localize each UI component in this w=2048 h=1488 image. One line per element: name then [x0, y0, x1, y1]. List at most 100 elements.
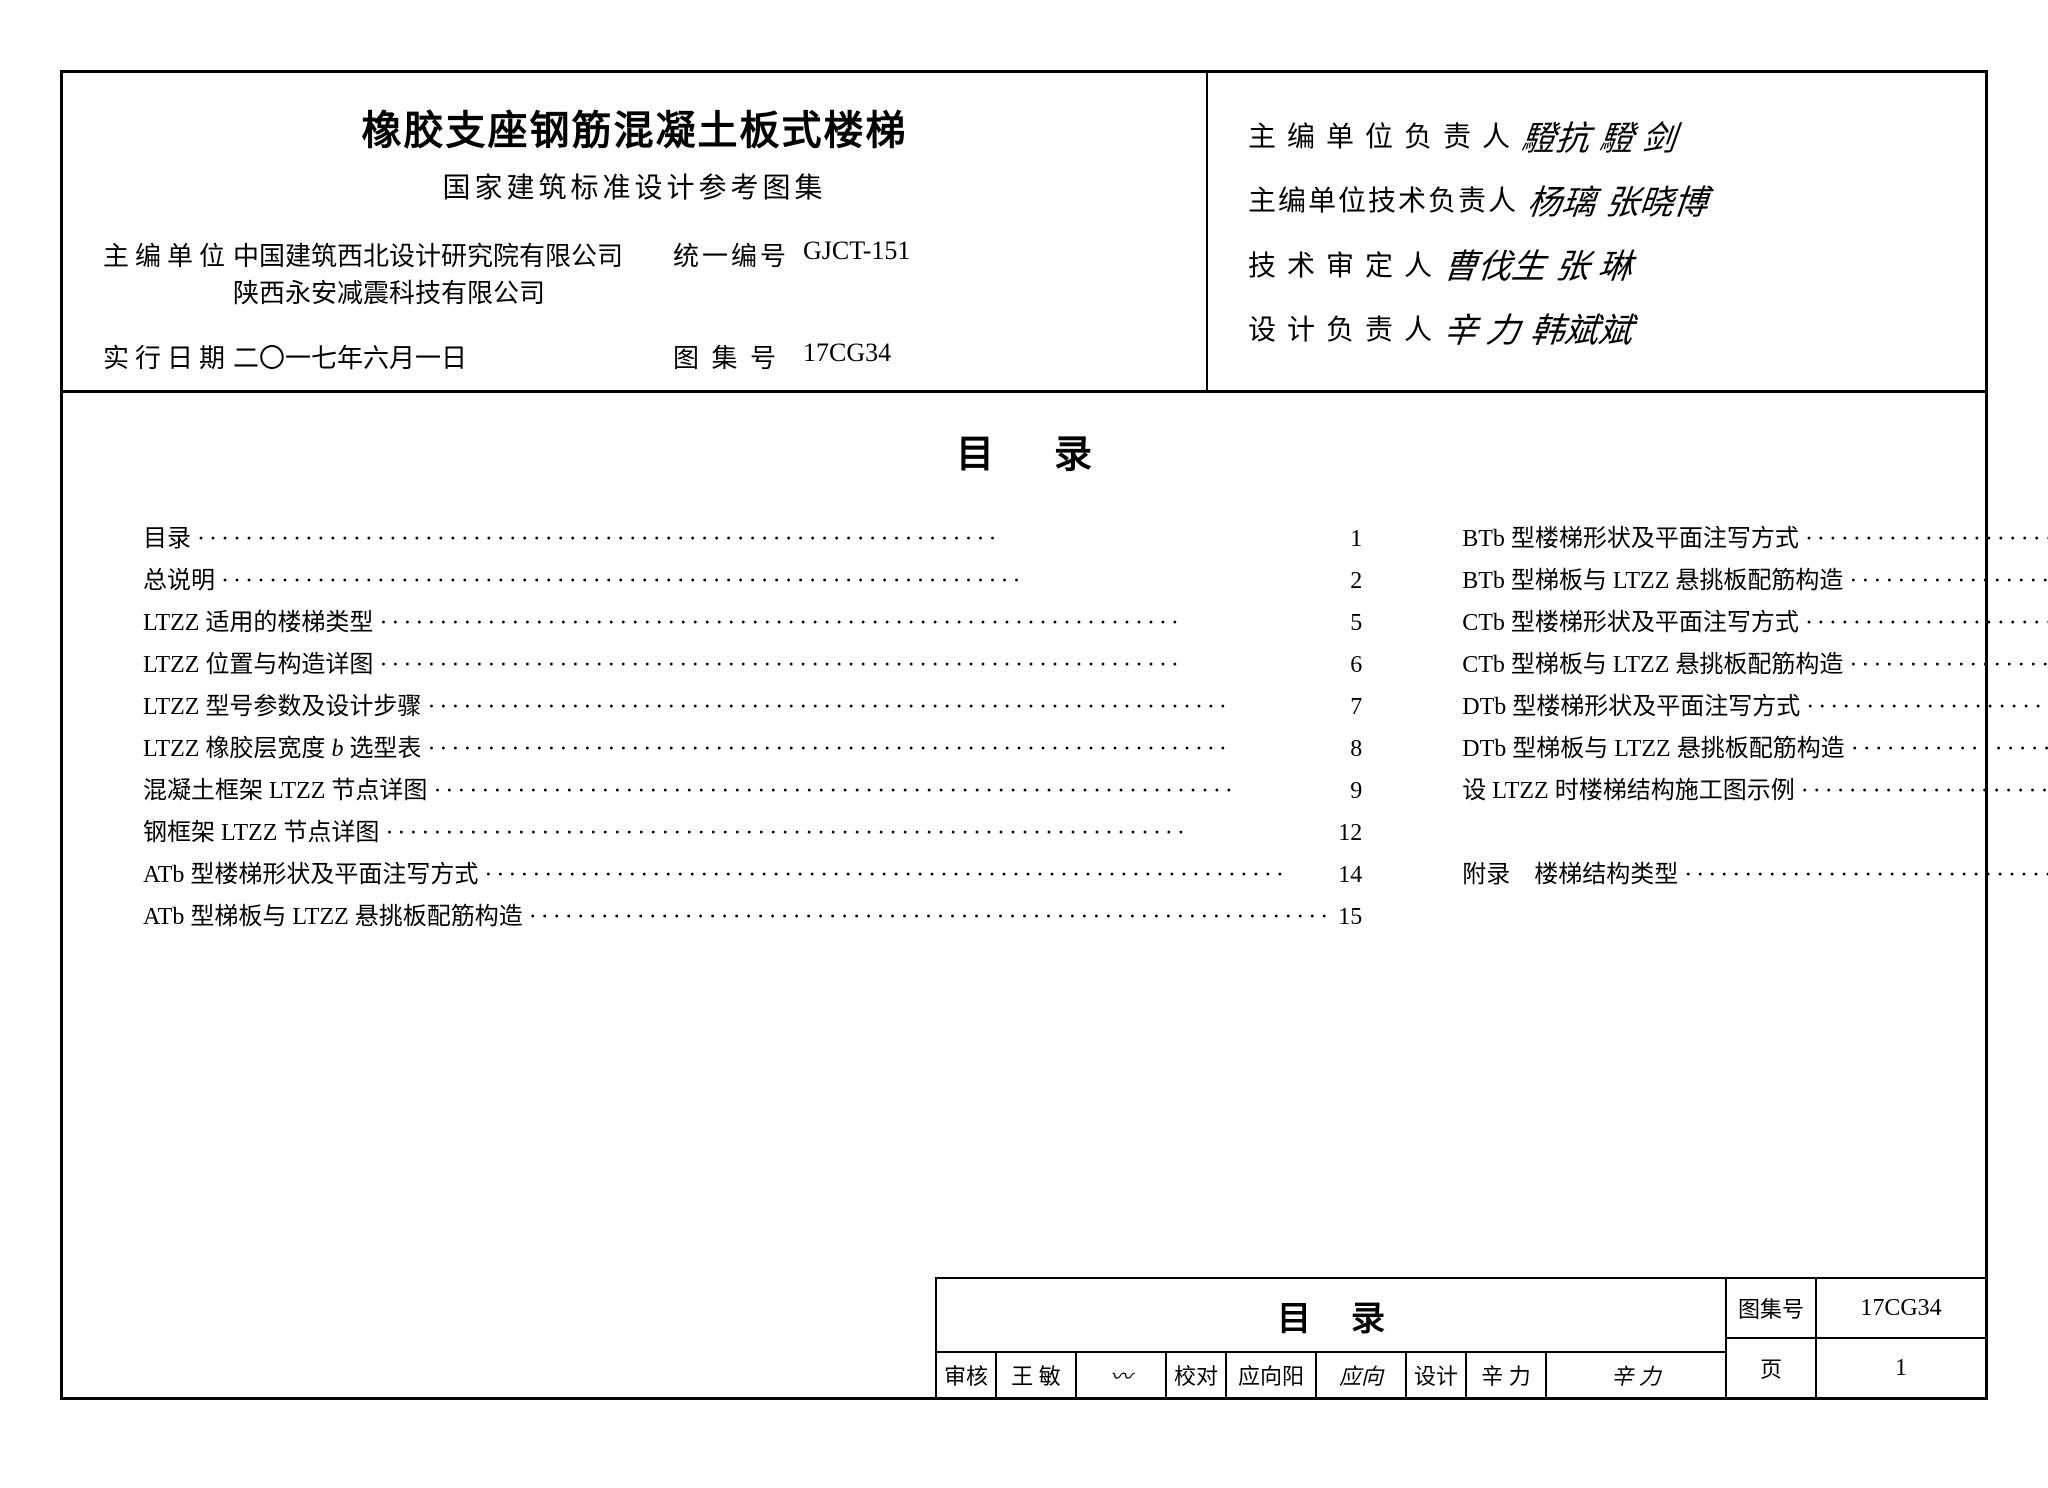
toc-label: 附录 楼梯结构类型: [1462, 854, 1678, 889]
review-sign: 〰: [1077, 1353, 1167, 1397]
code-value: GJCT-151: [803, 236, 983, 266]
toc-dots: [1799, 526, 2048, 553]
toc-dots: [1845, 736, 2048, 763]
toc-dots: [523, 904, 1338, 931]
toc-label: CTb 型梯板与 LTZZ 悬挑板配筋构造: [1462, 644, 1843, 679]
atlas-label: 图 集 号: [673, 338, 803, 375]
signature-row: 主 编 单 位 负 责 人 䮴抗 䮴 剑: [1248, 105, 1945, 165]
toc-dots: [1843, 568, 2048, 595]
toc-row: DTb 型楼梯形状及平面注写方式20: [1462, 686, 2048, 728]
toc-label: BTb 型楼梯形状及平面注写方式: [1462, 518, 1799, 553]
toc-row: LTZZ 型号参数及设计步骤7: [143, 686, 1362, 728]
toc-label: BTb 型梯板与 LTZZ 悬挑板配筋构造: [1462, 560, 1843, 595]
toc-dots: [1843, 652, 2048, 679]
info-grid: 主编单位 中国建筑西北设计研究院有限公司 陕西永安减震科技有限公司 统一编号 G…: [103, 236, 1166, 375]
signature-row: 设 计 负 责 人 辛 力 韩斌斌: [1248, 298, 1945, 358]
toc-row: 钢框架 LTZZ 节点详图 12: [143, 812, 1362, 854]
toc-label: 设 LTZZ 时楼梯结构施工图示例: [1462, 770, 1794, 805]
toc: 目录 目录1总说明2LTZZ 适用的楼梯类型5LTZZ 位置与构造详图6LTZZ…: [63, 393, 1985, 1277]
toc-label: ATb 型楼梯形状及平面注写方式: [143, 854, 478, 889]
footer-main: 目录 审核 王 敏 〰 校对 应向阳 应向 设计 辛 力 辛 力: [935, 1279, 1725, 1397]
proof-label: 校对: [1167, 1353, 1227, 1397]
toc-label: LTZZ 型号参数及设计步骤: [143, 686, 421, 721]
design-sign: 辛 力: [1547, 1353, 1725, 1397]
toc-col-right: BTb 型楼梯形状及平面注写方式16BTb 型梯板与 LTZZ 悬挑板配筋构造1…: [1462, 518, 2048, 938]
toc-row: 混凝土框架 LTZZ 节点详图 9: [143, 770, 1362, 812]
toc-heading: 目录: [143, 423, 1905, 478]
atlas-value: 17CG34: [803, 338, 983, 368]
toc-dots: [379, 820, 1338, 847]
editor-label: 主编单位: [103, 236, 233, 273]
toc-col-left: 目录 1 总说明 2 LTZZ 适用的楼梯类型 5 LTZZ 位置与构造详图 6 LTZZ 型号…: [143, 518, 1362, 938]
toc-label: ATb 型梯板与 LTZZ 悬挑板配筋构造: [143, 896, 523, 931]
design-label: 设计: [1407, 1353, 1467, 1397]
toc-row: DTb 型梯板与 LTZZ 悬挑板配筋构造21: [1462, 728, 2048, 770]
footer-bottom: 审核 王 敏 〰 校对 应向阳 应向 设计 辛 力 辛 力: [935, 1351, 1725, 1397]
toc-row: LTZZ 橡胶层宽度 b 选型表 8: [143, 728, 1362, 770]
toc-dots: [421, 694, 1350, 721]
toc-dots: [373, 610, 1350, 637]
footer-block: 目录 审核 王 敏 〰 校对 应向阳 应向 设计 辛 力 辛 力 图集号 17C…: [935, 1277, 1985, 1397]
toc-dots: [427, 778, 1350, 805]
design-name: 辛 力: [1467, 1353, 1547, 1397]
toc-dots: [373, 652, 1350, 679]
toc-page: 5: [1350, 610, 1362, 637]
toc-row: BTb 型梯板与 LTZZ 悬挑板配筋构造17: [1462, 560, 2048, 602]
signature-row: 主编单位技术负责人 杨璃 张晓博: [1248, 169, 1945, 229]
toc-dots: [421, 736, 1350, 763]
header-right: 主 编 单 位 负 责 人 䮴抗 䮴 剑 主编单位技术负责人 杨璃 张晓博 技 …: [1208, 73, 1985, 390]
toc-label: 总说明: [143, 560, 215, 595]
toc-row: LTZZ 位置与构造详图 6: [143, 644, 1362, 686]
toc-row: 附录 楼梯结构类型24: [1462, 854, 2048, 896]
editor-value: 中国建筑西北设计研究院有限公司 陕西永安减震科技有限公司: [233, 236, 673, 310]
toc-dots: [1678, 862, 2048, 889]
toc-columns: 目录 1 总说明 2 LTZZ 适用的楼梯类型 5 LTZZ 位置与构造详图 6 LTZZ 型号…: [143, 518, 1905, 938]
header-left: 橡胶支座钢筋混凝土板式楼梯 国家建筑标准设计参考图集 主编单位 中国建筑西北设计…: [63, 73, 1208, 390]
toc-row: CTb 型梯板与 LTZZ 悬挑板配筋构造19: [1462, 644, 2048, 686]
footer-right: 图集号 17CG34 页 1: [1725, 1279, 1985, 1397]
toc-label: LTZZ 适用的楼梯类型: [143, 602, 373, 637]
toc-label: LTZZ 位置与构造详图: [143, 644, 373, 679]
proof-sign: 应向: [1317, 1353, 1407, 1397]
toc-label: 目录: [143, 518, 191, 553]
proof-name: 应向阳: [1227, 1353, 1317, 1397]
toc-row: 总说明 2: [143, 560, 1362, 602]
toc-row: LTZZ 适用的楼梯类型 5: [143, 602, 1362, 644]
toc-dots: [215, 568, 1350, 595]
toc-page: 8: [1350, 736, 1362, 763]
header: 橡胶支座钢筋混凝土板式楼梯 国家建筑标准设计参考图集 主编单位 中国建筑西北设计…: [63, 73, 1985, 393]
review-label: 审核: [937, 1353, 997, 1397]
toc-row: 设 LTZZ 时楼梯结构施工图示例22: [1462, 770, 2048, 812]
toc-row: BTb 型楼梯形状及平面注写方式16: [1462, 518, 2048, 560]
toc-label: 钢框架 LTZZ 节点详图: [143, 812, 379, 847]
title-main: 橡胶支座钢筋混凝土板式楼梯: [103, 98, 1166, 156]
date-label: 实行日期: [103, 338, 233, 375]
toc-page: 12: [1338, 820, 1362, 847]
toc-page: 14: [1338, 862, 1362, 889]
footer-title: 目录: [935, 1279, 1725, 1351]
toc-dots: [1795, 778, 2048, 805]
toc-dots: [1800, 694, 2048, 721]
title-sub: 国家建筑标准设计参考图集: [103, 166, 1166, 206]
toc-label: DTb 型梯板与 LTZZ 悬挑板配筋构造: [1462, 728, 1844, 763]
toc-page: 2: [1350, 568, 1362, 595]
footer-atlas-row: 图集号 17CG34: [1727, 1279, 1985, 1339]
toc-row: 目录 1: [143, 518, 1362, 560]
toc-label: 混凝土框架 LTZZ 节点详图: [143, 770, 427, 805]
toc-label: CTb 型楼梯形状及平面注写方式: [1462, 602, 1799, 637]
toc-label: LTZZ 橡胶层宽度 b 选型表: [143, 728, 421, 763]
toc-page: 6: [1350, 652, 1362, 679]
toc-page: 9: [1350, 778, 1362, 805]
toc-spacer: [1462, 812, 2048, 854]
footer-page-row: 页 1: [1727, 1339, 1985, 1397]
toc-row: ATb 型楼梯形状及平面注写方式 14: [143, 854, 1362, 896]
date-value: 二〇一七年六月一日: [233, 338, 673, 375]
toc-row: CTb 型楼梯形状及平面注写方式18: [1462, 602, 2048, 644]
toc-dots: [1799, 610, 2048, 637]
drawing-sheet: 橡胶支座钢筋混凝土板式楼梯 国家建筑标准设计参考图集 主编单位 中国建筑西北设计…: [60, 70, 1988, 1400]
toc-page: 15: [1338, 904, 1362, 931]
toc-page: 1: [1350, 526, 1362, 553]
signature-row: 技 术 审 定 人 曹伐生 张 琳: [1248, 234, 1945, 294]
review-name: 王 敏: [997, 1353, 1077, 1397]
toc-label: DTb 型楼梯形状及平面注写方式: [1462, 686, 1800, 721]
